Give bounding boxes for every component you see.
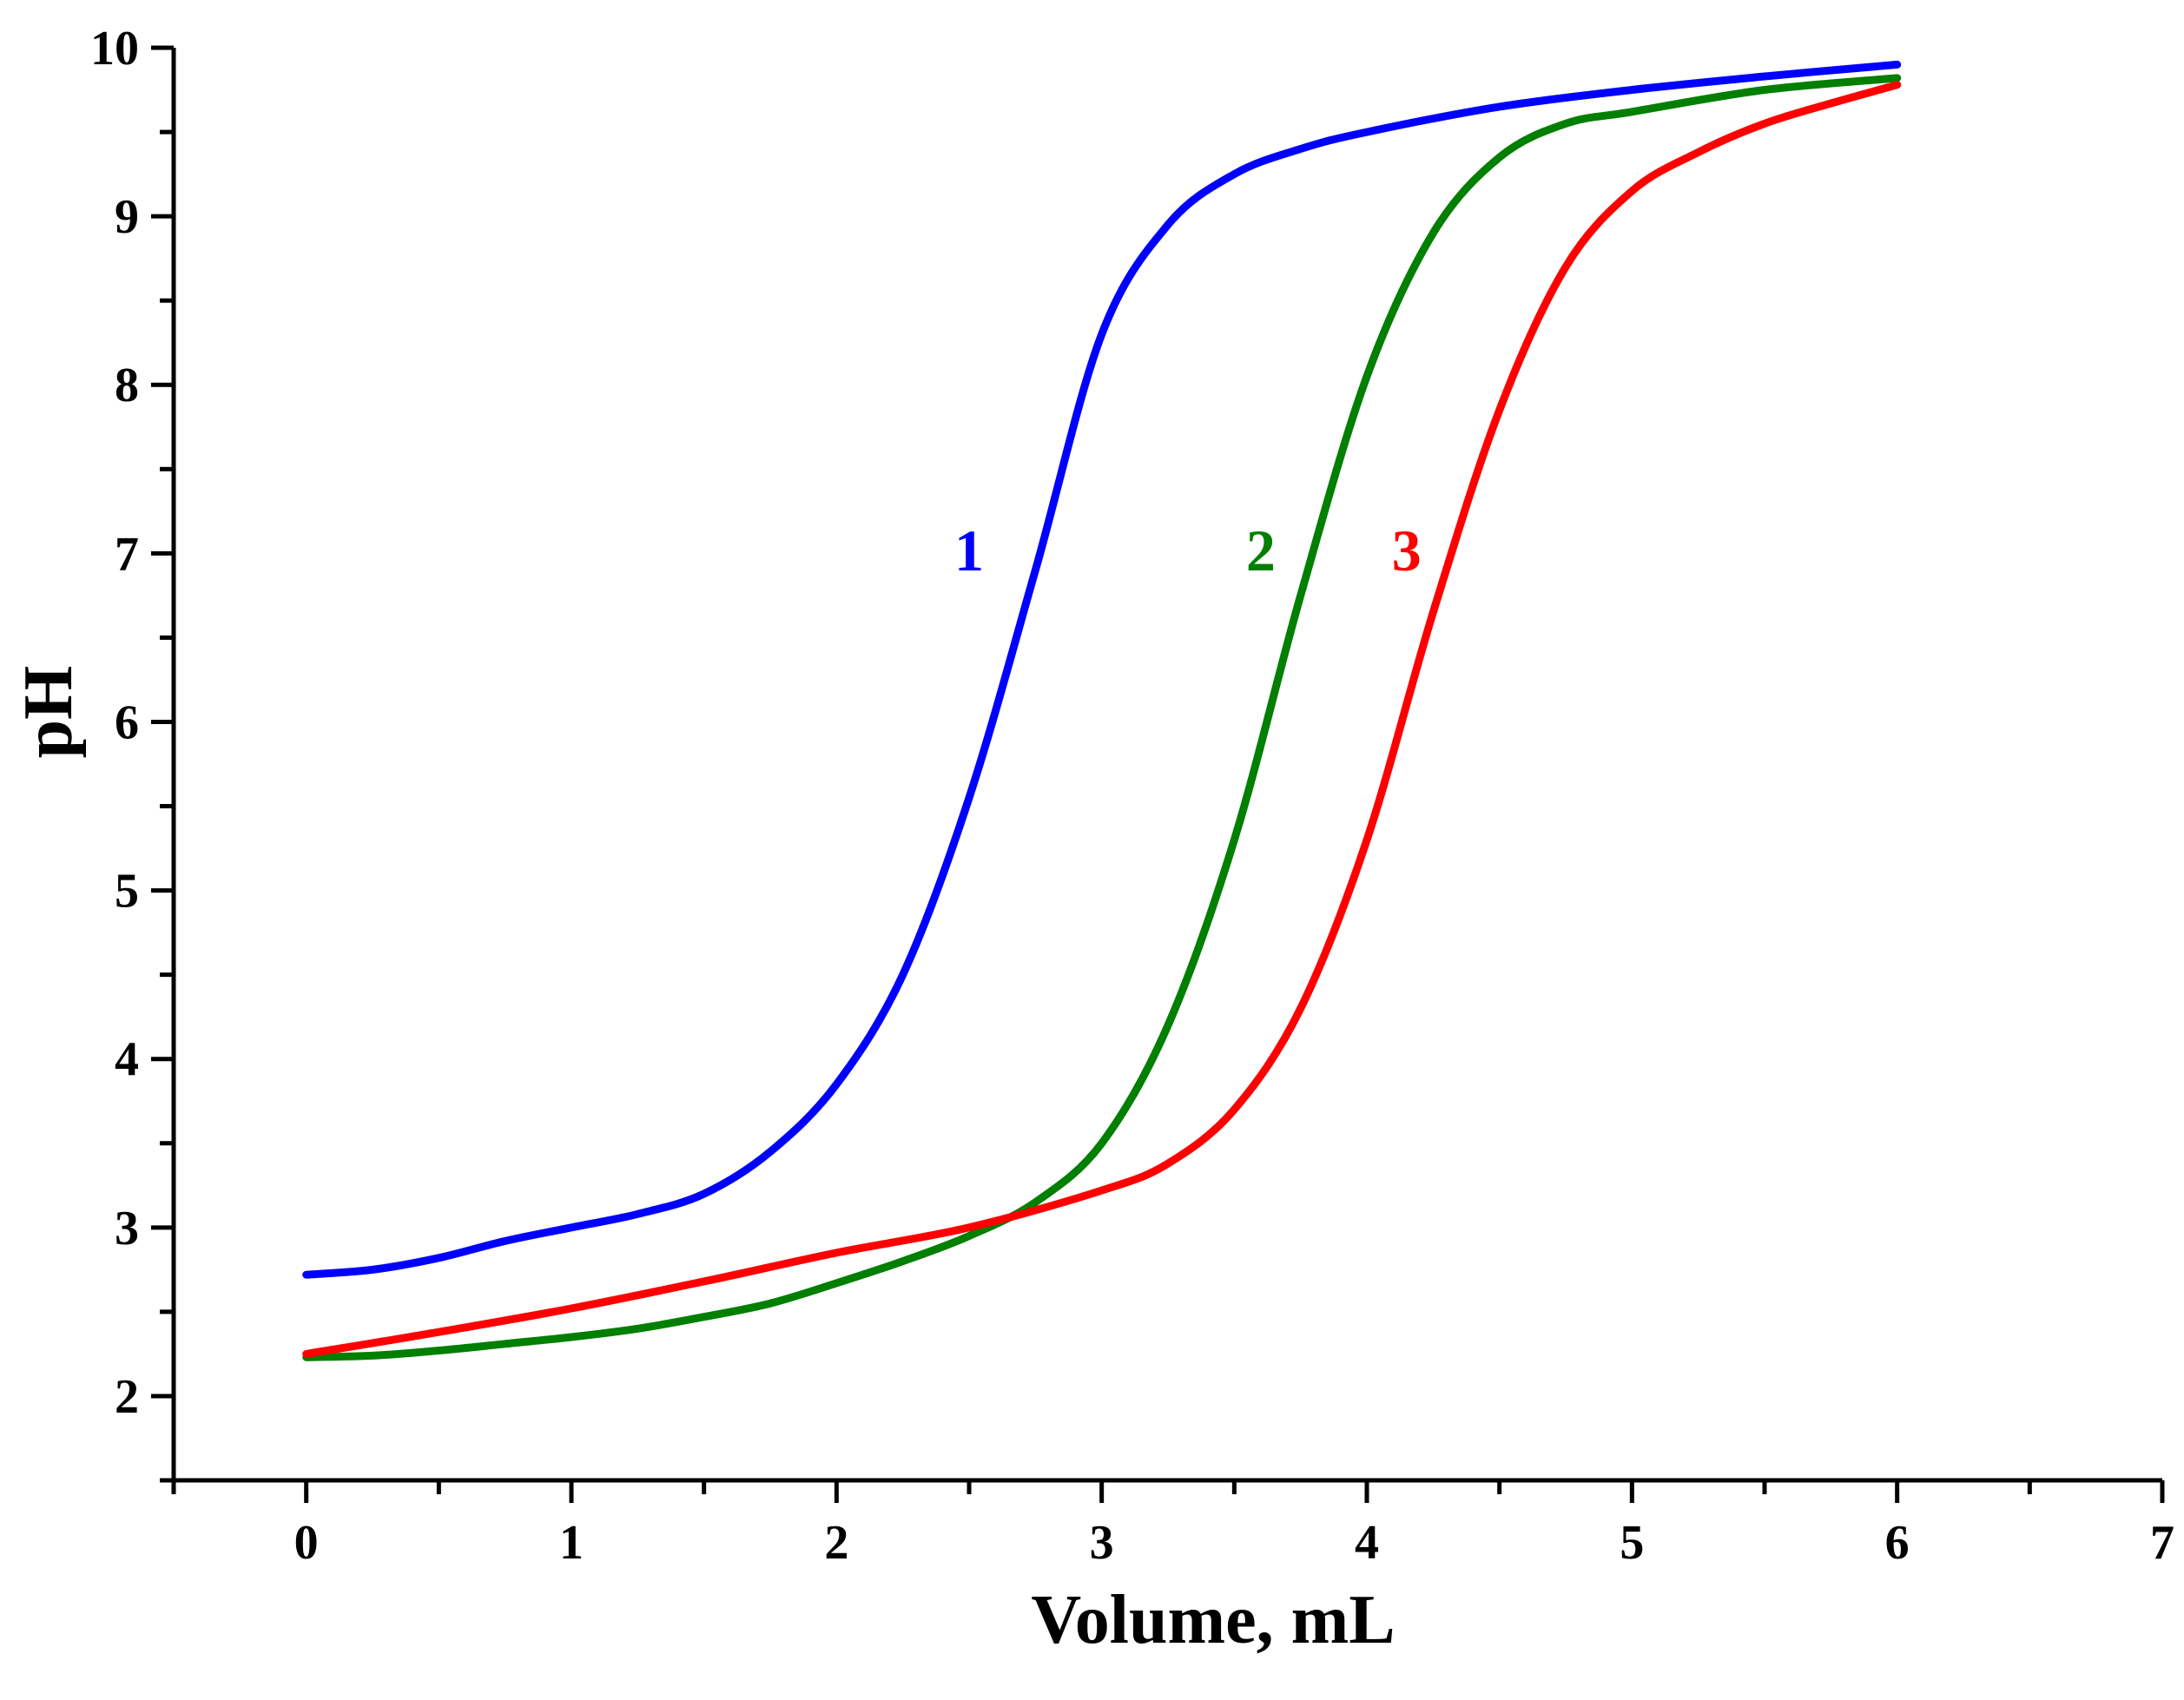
plot-area: 1 2 3: [302, 60, 1902, 1361]
y-tick-label: 4: [115, 1033, 139, 1087]
x-tick-label: 7: [2150, 1516, 2174, 1570]
x-tick-label: 1: [559, 1516, 584, 1570]
y-tick-label: 6: [115, 695, 139, 749]
x-tick-label: 6: [1885, 1516, 1910, 1570]
x-tick-label: 5: [1620, 1516, 1644, 1570]
series-line-2: [302, 74, 1902, 1361]
y-tick-label: 10: [90, 22, 139, 76]
axes: 0 1 2 3 4 5 6 7 2 3 4 5 6 7 8 9 10: [90, 22, 2174, 1570]
series-label-3: 3: [1392, 517, 1422, 583]
y-axis-title: pH: [10, 666, 87, 759]
y-tick-label: 7: [115, 527, 139, 581]
y-tick-label: 3: [115, 1202, 139, 1255]
series-label-2: 2: [1246, 517, 1276, 583]
x-tick-label: 3: [1090, 1516, 1114, 1570]
series-line-3: [302, 81, 1902, 1358]
y-tick-label: 5: [115, 865, 139, 919]
x-tick-label: 2: [824, 1516, 848, 1570]
y-tick-label: 9: [115, 190, 139, 244]
series-label-1: 1: [954, 517, 984, 583]
y-tick-label: 2: [115, 1370, 139, 1424]
x-tick-label: 0: [294, 1516, 319, 1570]
series-line-1: [302, 60, 1902, 1279]
y-tick-label: 8: [115, 359, 139, 412]
x-axis-title: Volume, mL: [1031, 1582, 1395, 1658]
x-tick-label: 4: [1355, 1516, 1379, 1570]
